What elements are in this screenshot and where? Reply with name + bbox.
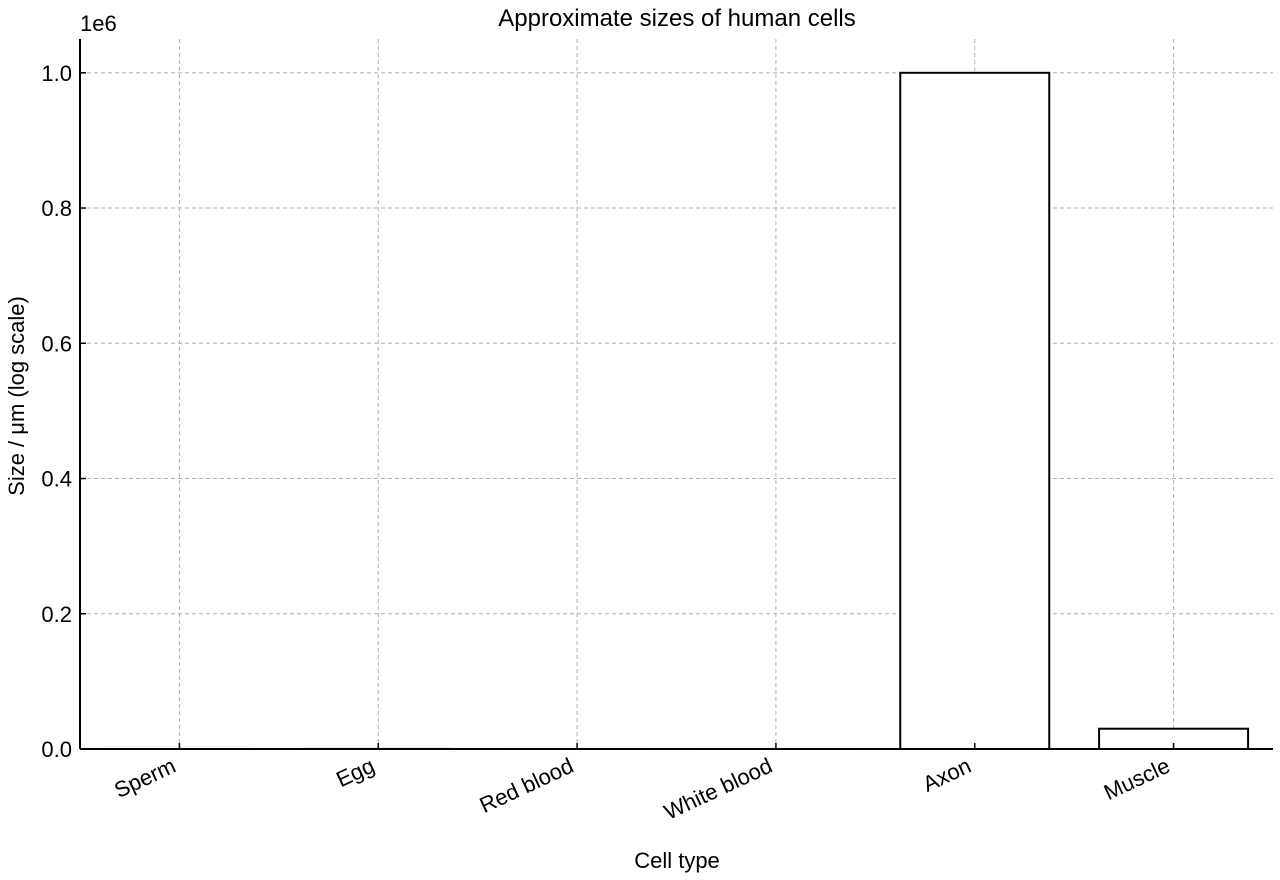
bars	[103, 71, 1250, 751]
y-tick-label: 0.4	[41, 467, 72, 492]
grid-lines	[80, 39, 1273, 749]
y-tick-label: 0.2	[41, 602, 72, 627]
y-tick-label: 1.0	[41, 61, 72, 86]
x-tick-label: Red blood	[476, 753, 577, 818]
y-axis-offset-label: 1e6	[80, 11, 117, 36]
bar-axon	[899, 71, 1051, 751]
y-tick-label: 0.8	[41, 196, 72, 221]
x-tick-label: Axon	[919, 753, 975, 797]
y-tick-label: 0.6	[41, 331, 72, 356]
y-tick-label: 0.0	[41, 737, 72, 762]
x-tick-label: Sperm	[110, 753, 179, 803]
x-tick-label: White blood	[660, 753, 776, 825]
x-tick-label: Muscle	[1100, 753, 1174, 805]
x-tick-label: Egg	[332, 753, 378, 792]
chart-title: Approximate sizes of human cells	[498, 5, 856, 32]
axes	[79, 39, 1273, 750]
y-axis-label: Size / μm (log scale)	[4, 296, 29, 496]
x-axis-label: Cell type	[634, 848, 720, 873]
